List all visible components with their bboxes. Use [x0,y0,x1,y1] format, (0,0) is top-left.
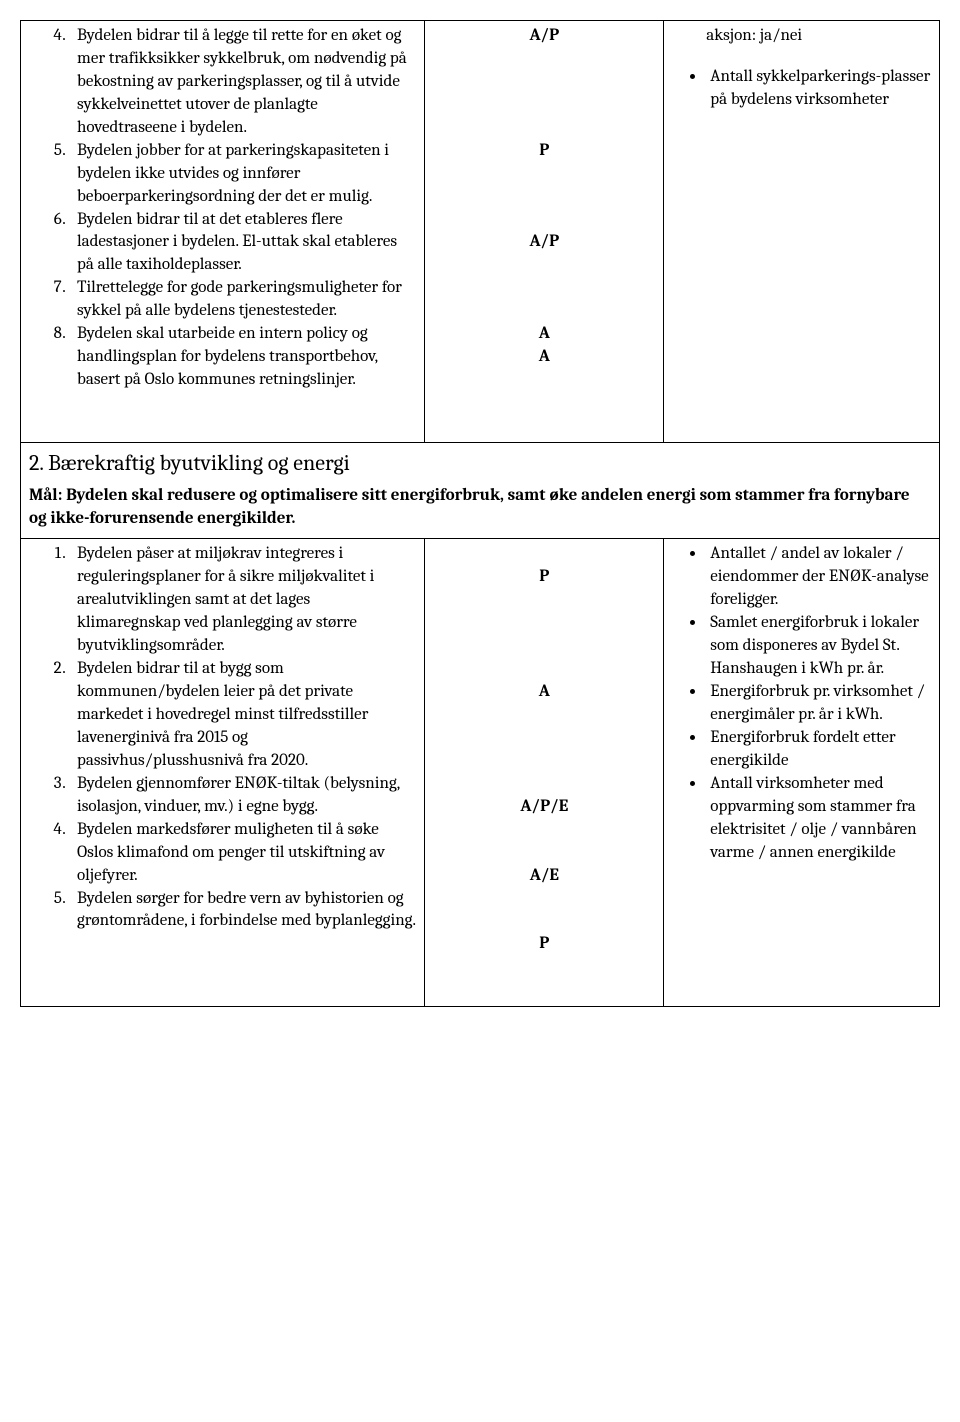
section1-pretext: aksjon: ja/nei [706,25,931,48]
section2-measures-cell: Bydelen påser at miljøkrav integreres i … [21,539,425,1007]
code-value: A/E [433,865,655,888]
code-value: P [433,933,655,956]
code-value: A [433,346,655,369]
list-item: Bydelen jobber for at parkeringskapasite… [69,140,416,209]
list-item: Tilrettelegge for gode parkeringsmulighe… [69,277,416,323]
list-item: Bydelen sørger for bedre vern av byhisto… [69,888,416,934]
section2-list: Bydelen påser at miljøkrav integreres i … [29,543,416,933]
section1-indicators-cell: aksjon: ja/nei Antall sykkelparkerings-p… [664,21,940,443]
section2-indicators-cell: Antallet / andel av lokaler / eiendommer… [664,539,940,1007]
list-item: Bydelen markedsfører muligheten til å sø… [69,819,416,888]
section2-bullets: Antallet / andel av lokaler / eiendommer… [672,543,931,864]
section1-bullets: Antall sykkelparkerings-plasser på bydel… [672,66,931,112]
plan-table: Bydelen bidrar til å legge til rette for… [20,20,940,1007]
spacer [672,865,931,985]
code-value: A [433,681,655,704]
bullet-item: Antallet / andel av lokaler / eiendommer… [706,543,931,612]
code-value: A/P/E [433,796,655,819]
section1-measures-cell: Bydelen bidrar til å legge til rette for… [21,21,425,443]
bullet-item: Antall sykkelparkerings-plasser på bydel… [706,66,931,112]
list-item: Bydelen bidrar til å legge til rette for… [69,25,416,140]
list-item: Bydelen skal utarbeide en intern policy … [69,323,416,392]
code-value: A/P [433,231,655,254]
section1-row: Bydelen bidrar til å legge til rette for… [21,21,940,443]
bullet-item: Samlet energiforbruk i lokaler som dispo… [706,612,931,681]
section2-row: Bydelen påser at miljøkrav integreres i … [21,539,940,1007]
code-value: A/P [433,25,655,48]
list-item: Bydelen bidrar til at det etableres fler… [69,209,416,278]
bullet-item: Energiforbruk fordelt etter energikilde [706,727,931,773]
code-value: P [433,140,655,163]
section2-header-row: 2. Bærekraftig byutvikling og energi Mål… [21,442,940,539]
list-item: Bydelen gjennomfører ENØK-tiltak (belysn… [69,773,416,819]
list-item: Bydelen påser at miljøkrav integreres i … [69,543,416,658]
section2-subtitle: Mål: Bydelen skal redusere og optimalise… [29,485,931,531]
section1-list: Bydelen bidrar til å legge til rette for… [29,25,416,392]
section2-codes-cell: P A A/P/E A/E P [425,539,664,1007]
section2-header-cell: 2. Bærekraftig byutvikling og energi Mål… [21,442,940,539]
spacer [672,48,931,66]
code-value: A [433,323,655,346]
section2-title: 2. Bærekraftig byutvikling og energi [29,449,931,479]
bullet-item: Antall virksomheter med oppvarming som s… [706,773,931,865]
list-item: Bydelen bidrar til at bygg som kommunen/… [69,658,416,773]
code-value: P [433,566,655,589]
section1-codes-cell: A/P P A/P AA [425,21,664,443]
bullet-item: Energiforbruk pr. virksomhet / energimål… [706,681,931,727]
